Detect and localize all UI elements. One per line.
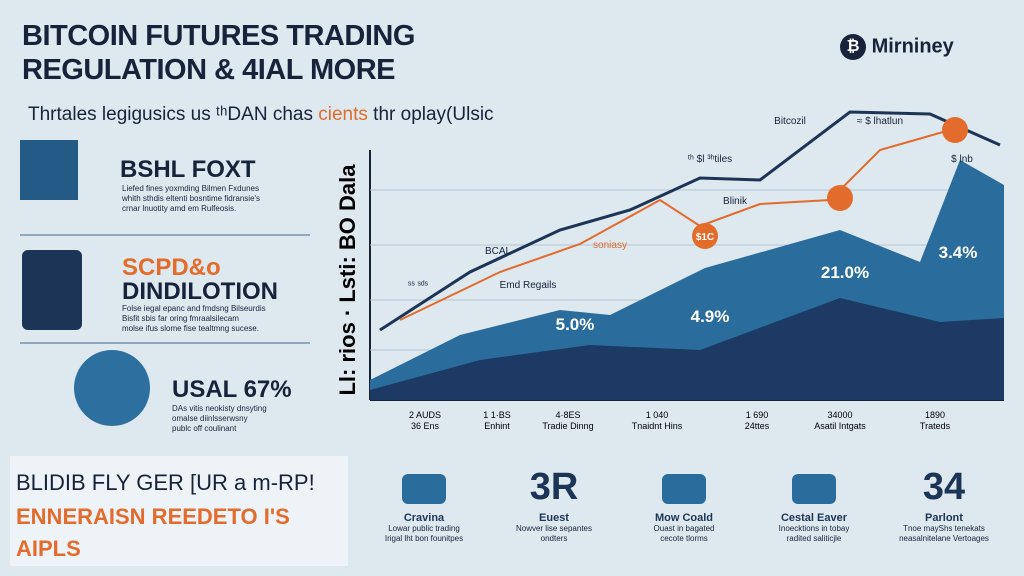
- divider: [20, 234, 310, 236]
- x-label: 1 040: [646, 410, 669, 420]
- line: [379, 110, 1001, 332]
- x-label: 1 690: [746, 410, 769, 420]
- card-text: radited saliticjle: [786, 534, 842, 543]
- annotation: ᵗʰ $l ³ʰtiles: [688, 154, 732, 165]
- card-icon: [362, 462, 486, 512]
- card-text: neasalnitelane Vertoages: [899, 534, 989, 543]
- annotation: 5.0%: [556, 315, 595, 334]
- annotation: soniasy: [593, 240, 627, 251]
- card-icon: [752, 462, 876, 512]
- card-title: Cestal Eaver: [780, 512, 848, 524]
- annotation: Blinik: [723, 196, 748, 207]
- x-label: Trateds: [920, 421, 951, 431]
- footer-line: ENNERAISN REEDETO I'S: [16, 504, 290, 529]
- x-label: 2 AUDS: [409, 410, 441, 420]
- marker: [692, 223, 718, 249]
- card-title: Mow Coald: [654, 512, 714, 524]
- marker: [942, 117, 968, 143]
- x-label: Asatil Intgats: [814, 421, 866, 431]
- axis-label: Ll: rios · Lsti: BO Dala: [335, 164, 360, 396]
- card: 34 Parlont Tnoe mayShs tenekats neasalnitel…: [882, 462, 1006, 562]
- footer-line: BLIDIB FLY GER [UR a m-RP!: [16, 470, 315, 495]
- card-icon: 34: [922, 466, 966, 508]
- marker: [827, 185, 853, 211]
- panel-icon: [22, 250, 82, 330]
- footer-line: AIPLS: [16, 536, 81, 561]
- panel-title: USAL 67%: [172, 376, 292, 403]
- subtitle-highlight: cients: [318, 104, 368, 125]
- subtitle-part: Thrtales legigusics us ᵗʰDAN chas: [28, 104, 313, 125]
- panel-title: BSHL FOXT: [120, 156, 256, 183]
- card-title: Parlont: [925, 512, 963, 524]
- annotation: $1C: [696, 232, 714, 243]
- annotation: 4.9%: [691, 307, 730, 326]
- card: Cestal Eaver Inoecktions in tobay radited …: [752, 462, 876, 562]
- annotation: BCAL: [485, 246, 512, 257]
- x-label: 1 1·BS: [483, 410, 511, 420]
- card-text: Tnoe mayShs tenekats: [903, 524, 985, 533]
- annotation: 21.0%: [821, 263, 869, 282]
- annotation: Emd Regails: [500, 280, 557, 291]
- footer-box: BLIDIB FLY GER [UR a m-RP! ENNERAISN REE…: [10, 456, 348, 566]
- card-title: Cravina: [403, 512, 445, 524]
- annotation: Bitcozil: [774, 116, 806, 127]
- title-line: REGULATION & 4IAL MORE: [22, 54, 396, 86]
- subtitle-part: thr oplay(Ulsic: [373, 104, 494, 125]
- area: [370, 298, 1004, 400]
- subtitle: Thrtales legigusics us ᵗʰDAN chas cients…: [28, 104, 494, 126]
- panel-title: DINDILOTION: [122, 278, 278, 305]
- chart: Ll: rios · Lsti: BO Dala Bitcozil ≈ $ lha…: [335, 110, 1004, 431]
- x-label: 24ttes: [745, 421, 770, 431]
- card-text: Ouast in bagated: [653, 524, 715, 533]
- card-text: ondters: [540, 534, 568, 543]
- annotation: $ lnb: [951, 154, 973, 165]
- card-text: Lowar public trading: [388, 524, 460, 533]
- panel-text: Liefed fines yoxmding Bilmen Fxdunes whit…: [122, 184, 261, 213]
- x-label: 36 Ens: [411, 421, 440, 431]
- panel-icon: [20, 140, 78, 200]
- x-label: Tradie Dinng: [542, 421, 593, 431]
- annotation: ≈ $ lhatlun: [857, 116, 903, 127]
- card-text: Irigal lht bon founitpes: [384, 534, 464, 543]
- title-line: BITCOIN FUTURES TRADING: [22, 20, 415, 52]
- card: 3R Euest Nowver lise sepantes ondters: [492, 462, 616, 562]
- brand: ₿ Mirniney: [840, 34, 954, 60]
- x-label: 34000: [827, 410, 852, 420]
- panel-icon: [74, 350, 150, 426]
- card-title: Euest: [539, 512, 569, 524]
- x-label: Enhint: [484, 421, 510, 431]
- card-text: Inoecktions in tobay: [778, 524, 850, 533]
- card-icon: 3R: [529, 466, 579, 508]
- divider: [20, 342, 310, 344]
- brand-name: Mirniney: [871, 35, 954, 58]
- annotation: ˢˢ ˢᵈˢ: [408, 280, 429, 291]
- card-text: Nowver lise sepantes: [515, 524, 593, 533]
- x-label: Tnaidnt Hins: [632, 421, 683, 431]
- card: Cravina Lowar public trading Irigal lht bo…: [362, 462, 486, 562]
- panel-text: DAs vitis neokisty dnsyting omalse diinls…: [172, 404, 267, 433]
- card-icon: [622, 462, 746, 512]
- card-text: cecote tlorms: [660, 534, 708, 543]
- annotation: 3.4%: [939, 243, 978, 262]
- card: Mow Coald Ouast in bagated cecote tlorms: [622, 462, 746, 562]
- panel-text: Folse iegal epanc and fmdsng Bilseurdis B…: [122, 304, 266, 333]
- x-label: 4·8ES: [555, 410, 580, 420]
- brand-icon: ₿: [840, 34, 866, 60]
- x-label: 1890: [925, 410, 945, 420]
- panel-title: SCPD&o: [122, 254, 221, 281]
